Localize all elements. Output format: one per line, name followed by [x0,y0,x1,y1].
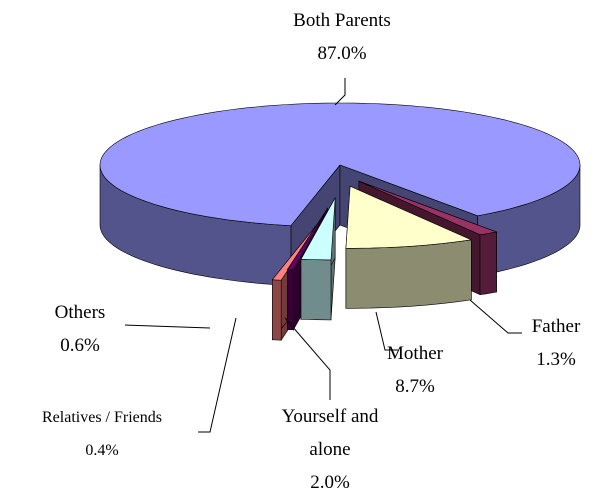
slice-top [358,180,498,236]
leader-line [198,317,237,433]
category-name: Both Parents [293,10,391,31]
value-label: 8.7% [395,376,435,397]
slice-label: Both Parents 87.0% [293,4,391,70]
slice-label: Father 1.3% [532,310,581,376]
leader-line [375,311,398,351]
slice-top [300,197,336,261]
slice-label: Yourself and alone 2.0% [260,400,400,499]
slice-label: Mother 8.7% [387,337,443,403]
leader-line [469,299,522,334]
leader-line [124,324,211,329]
value-label: 87.0% [317,43,367,64]
category-name: Yourself and alone [281,406,379,460]
category-name: Others [54,302,106,323]
value-label: 1.3% [536,349,576,370]
value-label: 0.4% [85,442,119,459]
slice-top [345,185,473,249]
value-label: 0.6% [60,335,100,356]
value-label: 2.0% [310,472,350,493]
slice-label: Relatives / Friends 0.4% [42,401,162,467]
leader-line [284,317,331,400]
slice-top [99,102,581,227]
slice-top [286,208,328,271]
slice-label: Others 0.6% [55,296,106,362]
leader-line [334,78,346,106]
category-name: Relatives / Friends [42,409,162,426]
slice-wall [300,258,332,321]
slice-wall [287,269,294,331]
slice-wall [272,279,282,341]
category-name: Mother [387,343,443,364]
slice-wall [345,239,472,309]
category-name: Father [531,316,581,337]
slice-wall [479,231,497,296]
